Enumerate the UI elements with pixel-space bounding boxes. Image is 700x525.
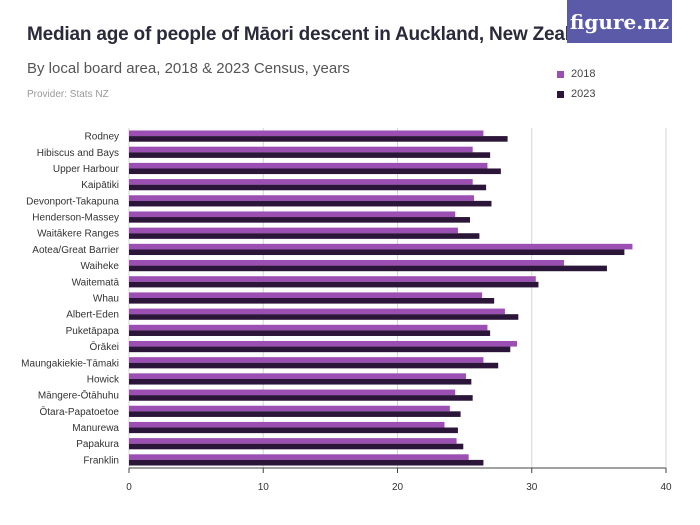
legend-item-2018: 2018 [557, 64, 595, 84]
bar-2018-8 [129, 260, 564, 266]
bar-2018-0 [129, 130, 484, 137]
y-tick-label-9: Waitematā [72, 277, 120, 288]
y-tick-label-13: Ōrākei [90, 341, 119, 353]
bar-2018-1 [129, 146, 473, 153]
y-tick-label-10: Whau [93, 294, 119, 305]
bar-2018-9 [129, 276, 536, 282]
x-tick-label-0: 0 [126, 482, 132, 493]
y-tick-label-2: Upper Harbour [53, 164, 120, 175]
y-tick-label-3: Kaipātiki [81, 180, 119, 191]
bar-2023-10 [129, 298, 495, 304]
y-tick-label-4: Devonport-Takapuna [26, 196, 119, 207]
bar-2018-12 [129, 324, 488, 331]
bar-2023-11 [129, 314, 519, 320]
bar-2018-3 [129, 179, 473, 185]
y-tick-label-1: Hibiscus and Bays [37, 148, 119, 159]
bar-2018-6 [129, 227, 458, 234]
y-tick-label-8: Waiheke [80, 261, 119, 272]
legend-label-2023: 2023 [571, 88, 596, 100]
legend-item-2023: 2023 [557, 84, 595, 104]
bar-2023-7 [129, 249, 625, 256]
x-tick-label-4: 40 [660, 482, 672, 493]
x-tick-label-2: 20 [392, 482, 404, 493]
bar-2023-4 [129, 200, 492, 207]
y-tick-label-5: Henderson-Massey [32, 213, 119, 224]
bar-2023-18 [129, 427, 458, 434]
bar-2018-17 [129, 405, 450, 412]
bar-2018-11 [129, 308, 505, 315]
bar-2023-5 [129, 217, 470, 223]
legend-swatch-2023 [557, 90, 564, 98]
y-tick-label-11: Albert-Eden [66, 310, 119, 321]
bar-2018-15 [129, 373, 466, 379]
provider-label: Provider: Stats NZ [27, 89, 109, 100]
legend-swatch-2018 [557, 70, 564, 78]
bar-2018-7 [129, 243, 633, 250]
y-tick-label-15: Howick [87, 374, 120, 385]
x-tick-label-3: 30 [526, 482, 538, 493]
y-tick-label-16: Māngere-Ōtāhuhu [38, 390, 119, 402]
bar-2018-4 [129, 195, 475, 201]
figure-nz-logo[interactable]: figure.nz [567, 0, 672, 43]
bar-2018-13 [129, 340, 517, 347]
bar-2023-1 [129, 152, 491, 158]
x-tick-label-1: 10 [258, 482, 270, 493]
y-tick-label-17: Ōtara-Papatoetoe [40, 406, 120, 418]
bar-2018-18 [129, 421, 445, 428]
bar-2023-9 [129, 281, 539, 288]
y-tick-label-14: Maungakiekie-Tāmaki [21, 358, 119, 369]
bar-2018-20 [129, 454, 469, 460]
bar-2023-12 [129, 330, 491, 336]
legend: 2018 2023 [557, 64, 595, 104]
bar-2018-5 [129, 211, 456, 218]
bar-2023-15 [129, 378, 472, 385]
bar-2023-20 [129, 459, 484, 466]
legend-label-2018: 2018 [571, 68, 596, 80]
bar-2023-16 [129, 395, 473, 401]
bar-2018-2 [129, 162, 488, 169]
bar-2023-6 [129, 233, 480, 239]
y-tick-label-20: Franklin [83, 455, 119, 466]
bar-2023-19 [129, 443, 464, 450]
bar-2023-13 [129, 346, 511, 353]
bar-2018-10 [129, 292, 483, 298]
bar-2023-14 [129, 362, 499, 369]
y-tick-label-18: Manurewa [72, 423, 119, 434]
bar-2023-8 [129, 265, 607, 272]
y-tick-label-7: Aotea/Great Barrier [32, 245, 119, 256]
y-tick-label-0: Rodney [85, 132, 119, 143]
y-tick-label-6: Waitākere Ranges [37, 229, 119, 240]
bar-2023-17 [129, 411, 461, 417]
y-tick-label-12: Puketāpapa [66, 326, 120, 337]
bar-2023-2 [129, 168, 501, 175]
bar-2018-19 [129, 438, 457, 444]
bar-2018-14 [129, 357, 484, 363]
bar-2023-0 [129, 136, 508, 142]
chart-title: Median age of people of Māori descent in… [27, 24, 603, 45]
bar-2023-3 [129, 184, 487, 191]
bar-2018-16 [129, 389, 456, 396]
chart-subtitle: By local board area, 2018 & 2023 Census,… [27, 60, 350, 77]
y-tick-label-19: Papakura [76, 439, 119, 450]
